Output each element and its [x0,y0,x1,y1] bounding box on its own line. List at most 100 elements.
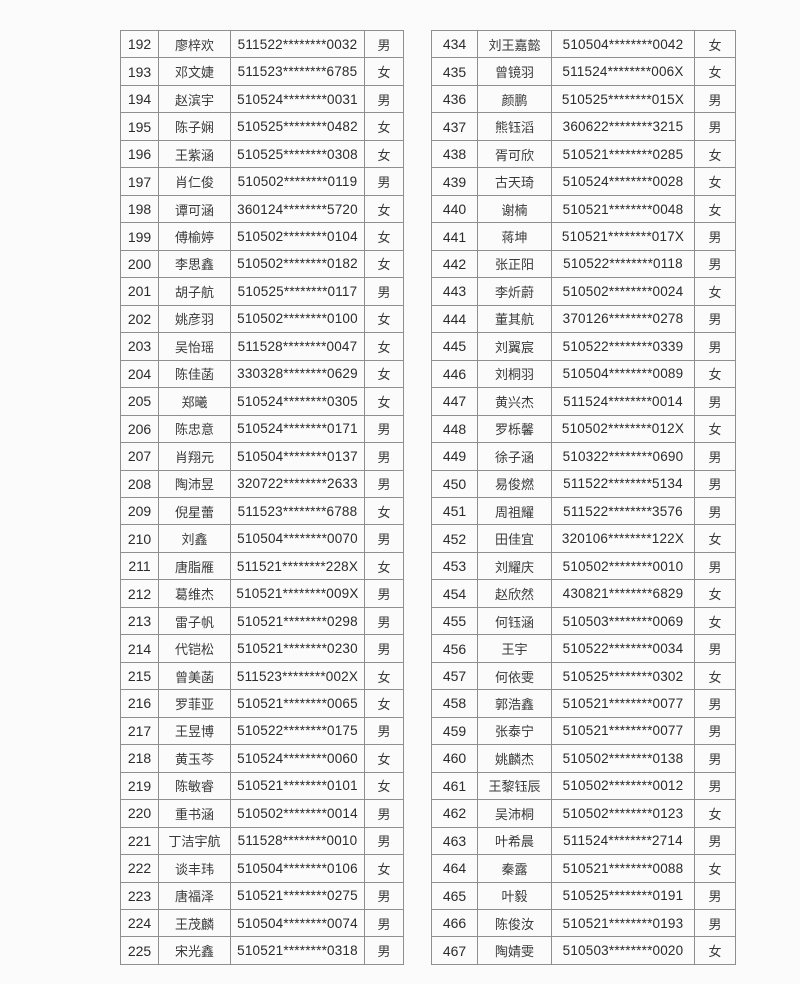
gender-cell: 男 [694,881,736,911]
name-cell: 谈丰玮 [158,854,231,883]
gender-cell: 女 [694,606,736,636]
name-cell: 王宇 [477,634,552,663]
table-row: 439 古天琦 510524********0028 女 [431,167,736,196]
id-number-cell: 510521********009X [230,579,365,608]
name-cell: 姚麟杰 [477,744,552,773]
gender-cell: 男 [364,716,404,746]
id-number-cell: 511523********002X [230,661,365,691]
id-number-cell: 511522********0032 [230,29,365,59]
name-cell: 刘桐羽 [477,359,552,389]
row-number-cell: 449 [431,442,478,471]
table-row: 441 蒋坤 510521********017X 男 [431,222,736,251]
name-cell: 吴沛桐 [477,799,552,828]
row-number-cell: 465 [431,881,478,911]
name-cell: 吴怡瑶 [158,332,231,361]
name-cell: 张正阳 [477,249,552,279]
id-number-cell: 511522********3576 [551,496,695,526]
table-row: 199 傅榆婷 510502********0104 女 [120,222,404,251]
row-number-cell: 435 [431,57,478,86]
gender-cell: 女 [694,414,736,444]
id-number-cell: 510522********0339 [551,332,695,361]
row-number-cell: 194 [120,84,159,114]
row-number-cell: 224 [120,908,159,938]
name-cell: 古天琦 [477,167,552,196]
table-row: 456 王宇 510522********0034 男 [431,634,736,663]
id-number-cell: 510522********0118 [551,249,695,279]
table-row: 215 曾美菡 511523********002X 女 [120,661,404,691]
gender-cell: 男 [364,442,404,471]
table-row: 193 邓文婕 511523********6785 女 [120,57,404,86]
row-number-cell: 454 [431,579,478,608]
table-row: 202 姚彦羽 510502********0100 女 [120,304,404,334]
id-number-cell: 511522********5134 [551,469,695,498]
table-row: 434 刘王嘉懿 510504********0042 女 [431,29,736,59]
name-cell: 何依雯 [477,661,552,691]
table-row: 443 李炘蔚 510502********0024 女 [431,277,736,306]
right-roster-table: 434 刘王嘉懿 510504********0042 女 435 曾镜羽 511524**… [431,29,736,965]
row-number-cell: 209 [120,496,159,526]
table-row: 224 王茂麟 510504********0074 男 [120,908,404,938]
table-row: 466 陈俊汝 510521********0193 男 [431,908,736,938]
gender-cell: 女 [364,661,404,691]
name-cell: 陈忠意 [158,414,231,444]
id-number-cell: 510502********0024 [551,277,695,306]
row-number-cell: 217 [120,716,159,746]
row-number-cell: 207 [120,442,159,471]
row-number-cell: 444 [431,304,478,334]
table-row: 465 叶毅 510525********0191 男 [431,881,736,911]
id-number-cell: 511524********0014 [551,387,695,416]
id-number-cell: 510502********0014 [230,799,365,828]
row-number-cell: 445 [431,332,478,361]
gender-cell: 女 [694,29,736,59]
row-number-cell: 463 [431,826,478,856]
table-row: 225 宋光鑫 510521********0318 男 [120,936,404,965]
id-number-cell: 510521********0275 [230,881,365,911]
table-row: 201 胡子航 510525********0117 男 [120,277,404,306]
table-row: 219 陈敏睿 510521********0101 女 [120,771,404,801]
row-number-cell: 456 [431,634,478,663]
id-number-cell: 510504********0074 [230,908,365,938]
table-row: 214 代铠松 510521********0230 男 [120,634,404,663]
name-cell: 叶毅 [477,881,552,911]
table-row: 203 吴怡瑶 511528********0047 女 [120,332,404,361]
row-number-cell: 195 [120,112,159,141]
row-number-cell: 438 [431,139,478,169]
table-row: 209 倪星蕾 511523********6788 女 [120,496,404,526]
gender-cell: 女 [364,771,404,801]
gender-cell: 女 [364,222,404,251]
id-number-cell: 510521********0101 [230,771,365,801]
table-row: 196 王紫涵 510525********0308 女 [120,139,404,169]
table-row: 459 张泰宁 510521********0077 男 [431,716,736,746]
name-cell: 郭浩鑫 [477,689,552,718]
row-number-cell: 216 [120,689,159,718]
name-cell: 肖仁俊 [158,167,231,196]
id-number-cell: 510504********0089 [551,359,695,389]
name-cell: 赵欣然 [477,579,552,608]
row-number-cell: 440 [431,194,478,224]
row-number-cell: 451 [431,496,478,526]
name-cell: 陈敏睿 [158,771,231,801]
row-number-cell: 206 [120,414,159,444]
row-number-cell: 448 [431,414,478,444]
gender-cell: 女 [364,689,404,718]
name-cell: 姚彦羽 [158,304,231,334]
row-number-cell: 447 [431,387,478,416]
row-number-cell: 205 [120,387,159,416]
id-number-cell: 320722********2633 [230,469,365,498]
name-cell: 曾镜羽 [477,57,552,86]
gender-cell: 女 [364,194,404,224]
gender-cell: 男 [364,469,404,498]
row-number-cell: 211 [120,551,159,581]
row-number-cell: 453 [431,551,478,581]
table-row: 453 刘耀庆 510502********0010 男 [431,551,736,581]
name-cell: 董其航 [477,304,552,334]
name-cell: 胡子航 [158,277,231,306]
name-cell: 陈子娴 [158,112,231,141]
name-cell: 郑曦 [158,387,231,416]
row-number-cell: 220 [120,799,159,828]
gender-cell: 女 [364,57,404,86]
id-number-cell: 510521********0230 [230,634,365,663]
row-number-cell: 203 [120,332,159,361]
id-number-cell: 510521********0318 [230,936,365,965]
table-row: 213 雷子帆 510521********0298 男 [120,606,404,636]
